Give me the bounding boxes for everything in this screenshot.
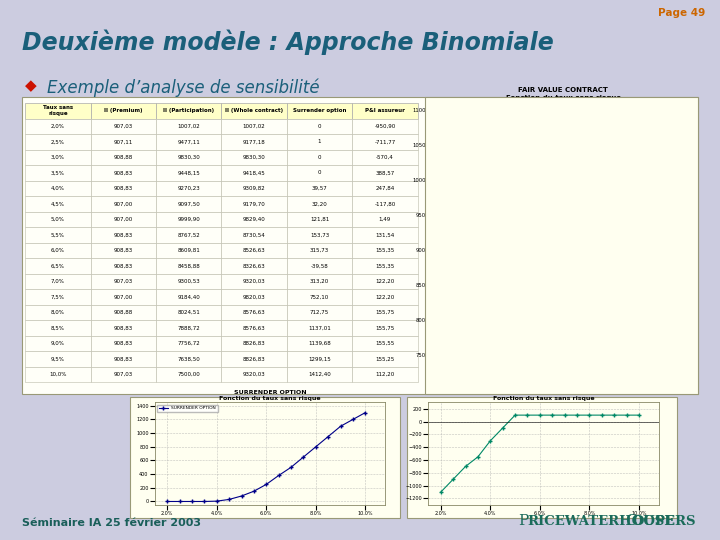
FAIR VALUE WHOLE CONTRACT: [514, 288, 523, 295]
PREMIUM: [555, 260, 564, 267]
PREMIUM: [665, 260, 673, 267]
Line: FAIR VALUE PARTICIPATION CONTRACT: FAIR VALUE PARTICIPATION CONTRACT: [447, 121, 672, 343]
FAIR VALUE PARTICIPATION CONTRACT: [459, 141, 467, 148]
PREMIUM: [500, 260, 508, 267]
PREMIUM: [596, 260, 605, 267]
Text: OOPERS: OOPERS: [632, 515, 696, 528]
FAIR VALUE WHOLE CONTRACT: [665, 306, 673, 313]
FAIR VALUE WHOLE CONTRACT: [569, 302, 577, 309]
Title: SURRENDER OPTION
Fonction du taux sans risque: SURRENDER OPTION Fonction du taux sans r…: [219, 390, 321, 401]
SURRENDER OPTION: [163, 498, 171, 505]
PREMIUM: [624, 260, 632, 267]
Legend: FAIR VALUE PARTICIPATION CONTRACT, FAIR VALUE WHOLE CONTRACT, PREMIUM: FAIR VALUE PARTICIPATION CONTRACT, FAIR …: [438, 341, 536, 360]
SURRENDER OPTION: [212, 498, 221, 504]
PREMIUM: [637, 260, 646, 267]
FAIR VALUE WHOLE CONTRACT: [445, 212, 454, 218]
FAIR VALUE WHOLE CONTRACT: [500, 274, 508, 281]
FAIR VALUE PARTICIPATION CONTRACT: [596, 313, 605, 320]
SURRENDER OPTION: [200, 498, 209, 505]
SURRENDER OPTION: [250, 488, 258, 495]
SURRENDER OPTION: [299, 454, 307, 460]
FAIR VALUE WHOLE CONTRACT: [596, 302, 605, 309]
FAIR VALUE PARTICIPATION CONTRACT: [528, 246, 536, 253]
PREMIUM: [582, 260, 591, 267]
FAIR VALUE PARTICIPATION CONTRACT: [569, 288, 577, 295]
SURRENDER OPTION: [336, 423, 345, 429]
PREMIUM: [610, 260, 618, 267]
SURRENDER OPTION: [188, 498, 197, 505]
FAIR VALUE PARTICIPATION CONTRACT: [637, 334, 646, 341]
FAIR VALUE PARTICIPATION CONTRACT: [624, 330, 632, 337]
SURRENDER OPTION: [348, 416, 357, 423]
FAIR VALUE PARTICIPATION CONTRACT: [514, 226, 523, 232]
Title: FAIR VALUE CONTRACT
Fonction du taux sans risque: FAIR VALUE CONTRACT Fonction du taux san…: [506, 87, 621, 101]
SURRENDER OPTION: [237, 493, 246, 500]
Text: RICEWATERHOUSE: RICEWATERHOUSE: [528, 515, 675, 528]
FAIR VALUE WHOLE CONTRACT: [486, 260, 495, 267]
FAIR VALUE PARTICIPATION CONTRACT: [651, 336, 660, 342]
Text: Exemple d’analyse de sensibilité: Exemple d’analyse de sensibilité: [47, 78, 320, 97]
FAIR VALUE WHOLE CONTRACT: [651, 302, 660, 309]
Text: C: C: [625, 514, 636, 528]
SURRENDER OPTION: [312, 443, 320, 450]
Text: Deuxième modèle : Approche Binomiale: Deuxième modèle : Approche Binomiale: [22, 30, 554, 55]
Text: Séminaire IA 25 février 2003: Séminaire IA 25 février 2003: [22, 518, 201, 528]
FAIR VALUE PARTICIPATION CONTRACT: [665, 338, 673, 344]
Title: P & L de l'assureur
Fonction du taux sans risque: P & L de l'assureur Fonction du taux san…: [492, 390, 595, 401]
SURRENDER OPTION: [274, 472, 283, 479]
SURRENDER OPTION: [361, 409, 369, 416]
FAIR VALUE WHOLE CONTRACT: [459, 232, 467, 239]
FAIR VALUE WHOLE CONTRACT: [528, 295, 536, 302]
FAIR VALUE PARTICIPATION CONTRACT: [445, 120, 454, 127]
PREMIUM: [486, 260, 495, 267]
SURRENDER OPTION: [324, 433, 333, 440]
FAIR VALUE PARTICIPATION CONTRACT: [541, 260, 550, 267]
SURRENDER OPTION: [262, 481, 271, 488]
FAIR VALUE PARTICIPATION CONTRACT: [472, 163, 481, 169]
Text: P: P: [518, 514, 528, 528]
PREMIUM: [459, 260, 467, 267]
SURRENDER OPTION: [225, 496, 233, 503]
FAIR VALUE PARTICIPATION CONTRACT: [610, 323, 618, 330]
Line: FAIR VALUE WHOLE CONTRACT: FAIR VALUE WHOLE CONTRACT: [448, 213, 671, 311]
FAIR VALUE WHOLE CONTRACT: [624, 302, 632, 309]
PREMIUM: [514, 260, 523, 267]
Line: PREMIUM: PREMIUM: [448, 262, 671, 266]
Text: ◆: ◆: [25, 78, 37, 93]
PREMIUM: [472, 260, 481, 267]
FAIR VALUE PARTICIPATION CONTRACT: [555, 274, 564, 281]
PREMIUM: [569, 260, 577, 267]
FAIR VALUE PARTICIPATION CONTRACT: [500, 205, 508, 211]
FAIR VALUE WHOLE CONTRACT: [541, 299, 550, 306]
FAIR VALUE WHOLE CONTRACT: [610, 302, 618, 309]
Legend: SURRENDER OPTION: SURRENDER OPTION: [157, 404, 217, 412]
PREMIUM: [651, 260, 660, 267]
FAIR VALUE WHOLE CONTRACT: [555, 302, 564, 309]
FAIR VALUE WHOLE CONTRACT: [637, 302, 646, 309]
Line: SURRENDER OPTION: SURRENDER OPTION: [165, 410, 367, 504]
SURRENDER OPTION: [175, 498, 184, 505]
FAIR VALUE PARTICIPATION CONTRACT: [582, 302, 591, 309]
PREMIUM: [445, 260, 454, 267]
FAIR VALUE WHOLE CONTRACT: [582, 302, 591, 309]
SURRENDER OPTION: [287, 464, 295, 470]
FAIR VALUE PARTICIPATION CONTRACT: [486, 184, 495, 190]
Text: Page 49: Page 49: [658, 8, 706, 18]
PREMIUM: [541, 260, 550, 267]
PREMIUM: [528, 260, 536, 267]
FAIR VALUE WHOLE CONTRACT: [472, 246, 481, 253]
